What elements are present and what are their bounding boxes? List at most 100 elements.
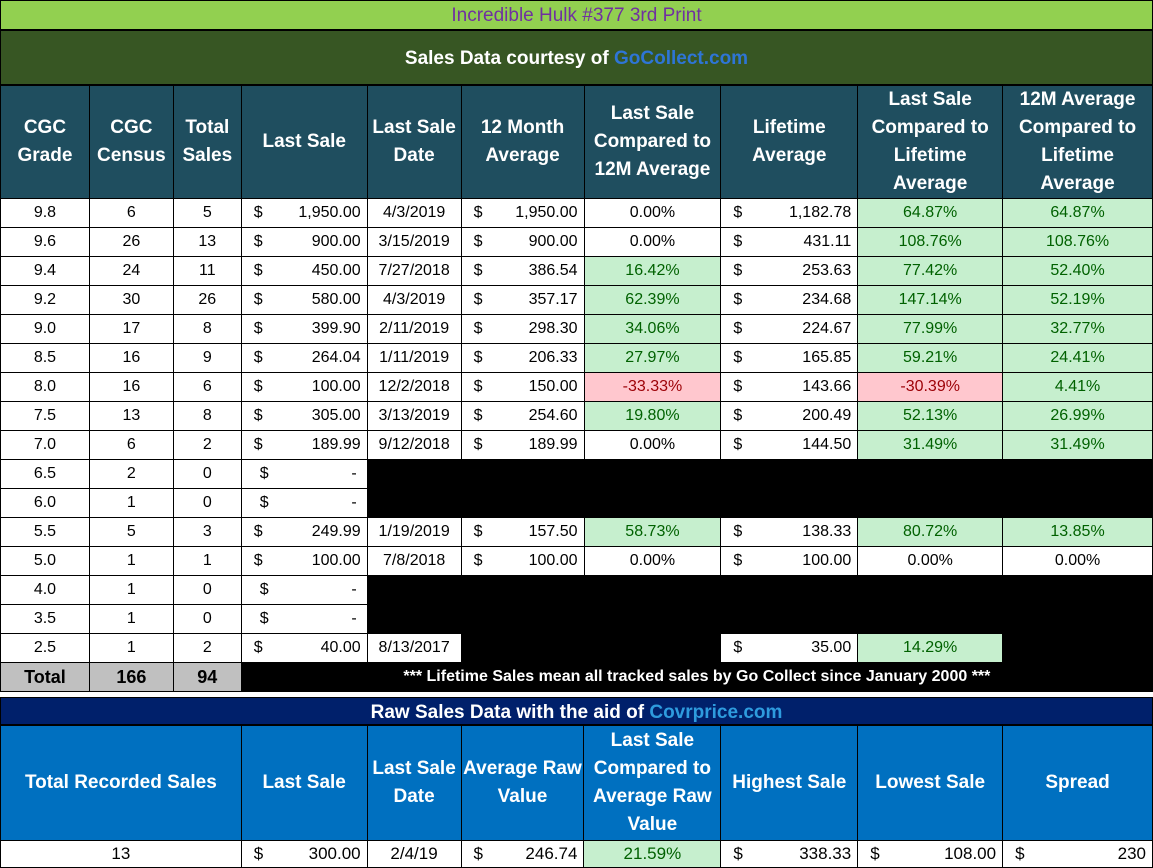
last-sale-value: -	[351, 494, 357, 511]
last-sale-value: 1,950.00	[298, 204, 361, 221]
header-cgc-census: CGC Census	[88, 85, 174, 199]
currency-sign: $	[733, 320, 743, 337]
header-last-vs-lifetime: Last Sale Compared to Lifetime Average	[857, 85, 1004, 199]
lifetime-average-value: 224.67	[802, 320, 852, 337]
covrprice-link[interactable]: Covrprice.com	[649, 702, 783, 723]
last-sale-value: 305.00	[311, 407, 361, 424]
cgc-grade: 7.0	[0, 430, 90, 460]
last-sale-date: 3/15/2019	[366, 227, 462, 257]
twelve-month-average: $150.00	[460, 372, 585, 402]
last-sale-value: -	[351, 581, 357, 598]
last-sale: $40.00	[240, 633, 368, 663]
currency-sign: $	[473, 233, 483, 250]
last-vs-12m: 0.00%	[583, 546, 722, 576]
total-sales: 26	[172, 285, 242, 315]
cgc-grade: 6.0	[0, 488, 90, 518]
twelve-month-vs-lifetime: 64.87%	[1002, 198, 1153, 228]
last-sale: $900.00	[240, 227, 368, 257]
source-banner: Sales Data courtesy of GoCollect.com	[0, 30, 1153, 85]
last-vs-lifetime: 147.14%	[857, 285, 1004, 315]
total-label: Total	[0, 662, 90, 692]
gocollect-link[interactable]: GoCollect.com	[614, 48, 749, 69]
last-sale-value: 100.00	[311, 552, 361, 569]
twelve-month-average-value: 386.54	[528, 262, 578, 279]
currency-sign: $	[253, 378, 263, 395]
total-sales: 0	[172, 488, 242, 518]
currency-sign: $	[259, 465, 269, 482]
currency-sign: $	[733, 407, 743, 424]
table-row: 3.5 1 0 $ -	[0, 604, 1153, 634]
cgc-grade: 9.8	[0, 198, 90, 228]
last-vs-12m: 27.97%	[583, 343, 722, 373]
currency-sign: $	[473, 204, 483, 221]
currency-sign: $	[253, 639, 263, 656]
source-banner-text: Sales Data courtesy of	[404, 48, 614, 69]
cgc-grade: 6.5	[0, 459, 90, 489]
total-sales: 8	[172, 314, 242, 344]
last-sale: $450.00	[240, 256, 368, 286]
last-sale-value: 189.99	[311, 436, 361, 453]
last-sale-value: 264.04	[311, 349, 361, 366]
raw-sales-table: Total Recorded Sales Last Sale Last Sale…	[0, 725, 1153, 868]
twelve-month-vs-lifetime	[1002, 633, 1153, 663]
twelve-month-vs-lifetime: 52.40%	[1002, 256, 1153, 286]
raw-average-value: 246.74	[525, 844, 578, 863]
cgc-grade: 8.5	[0, 343, 90, 373]
total-census: 166	[88, 662, 174, 692]
total-sales: 0	[172, 459, 242, 489]
last-sale-date: 9/12/2018	[366, 430, 462, 460]
currency-sign: $	[253, 204, 263, 221]
last-sale-date: 7/27/2018	[366, 256, 462, 286]
lifetime-average-value: 1,182.78	[788, 204, 852, 221]
lifetime-average-value: 253.63	[802, 262, 852, 279]
raw-spread: $230	[1002, 840, 1153, 868]
last-vs-12m: 0.00%	[583, 430, 722, 460]
cgc-census: 1	[88, 604, 174, 634]
lifetime-average: $431.11	[720, 227, 859, 257]
last-vs-lifetime: 14.29%	[857, 633, 1004, 663]
currency-sign: $	[253, 349, 263, 366]
currency-sign: $	[733, 291, 743, 308]
cgc-census: 1	[88, 575, 174, 605]
currency-sign: $	[253, 407, 263, 424]
cgc-census: 1	[88, 546, 174, 576]
cgc-census: 5	[88, 517, 174, 547]
last-sale-date: 8/13/2017	[366, 633, 462, 663]
currency-sign: $	[253, 844, 264, 863]
twelve-month-average-value: 189.99	[528, 436, 578, 453]
lifetime-average: $253.63	[720, 256, 859, 286]
last-sale-value: -	[351, 610, 357, 627]
cgc-census: 16	[88, 343, 174, 373]
last-sale-date: 4/3/2019	[366, 285, 462, 315]
last-vs-lifetime: 52.13%	[857, 401, 1004, 431]
last-vs-12m: 58.73%	[583, 517, 722, 547]
twelve-month-vs-lifetime: 0.00%	[1002, 546, 1153, 576]
raw-highest: $338.33	[720, 840, 859, 868]
cgc-grade: 4.0	[0, 575, 90, 605]
raw-header-last-vs-avg: Last Sale Compared to Average Raw Value	[583, 725, 722, 841]
cgc-census: 16	[88, 372, 174, 402]
last-vs-lifetime: 31.49%	[857, 430, 1004, 460]
last-sale: $ -	[240, 575, 368, 605]
lifetime-average: $100.00	[720, 546, 859, 576]
last-sale-date: 4/3/2019	[366, 198, 462, 228]
total-sales: 8	[172, 401, 242, 431]
last-vs-lifetime: 108.76%	[857, 227, 1004, 257]
currency-sign: $	[473, 523, 483, 540]
last-vs-lifetime: 80.72%	[857, 517, 1004, 547]
currency-sign: $	[733, 378, 743, 395]
empty-block	[366, 575, 1153, 605]
total-sales: 3	[172, 517, 242, 547]
total-sales: 11	[172, 256, 242, 286]
last-vs-12m: -33.33%	[583, 372, 722, 402]
last-sale: $100.00	[240, 372, 368, 402]
last-sale-date: 3/13/2019	[366, 401, 462, 431]
table-row: 9.8 6 5 $1,950.00 4/3/2019 $1,950.00 0.00% $1,1…	[0, 198, 1153, 228]
lifetime-average-value: 165.85	[802, 349, 852, 366]
twelve-month-average: $357.17	[460, 285, 585, 315]
empty-block	[366, 604, 1153, 634]
cgc-census: 30	[88, 285, 174, 315]
total-sales-sum: 94	[172, 662, 242, 692]
twelve-month-vs-lifetime: 108.76%	[1002, 227, 1153, 257]
table-row: 6.0 1 0 $ -	[0, 488, 1153, 518]
